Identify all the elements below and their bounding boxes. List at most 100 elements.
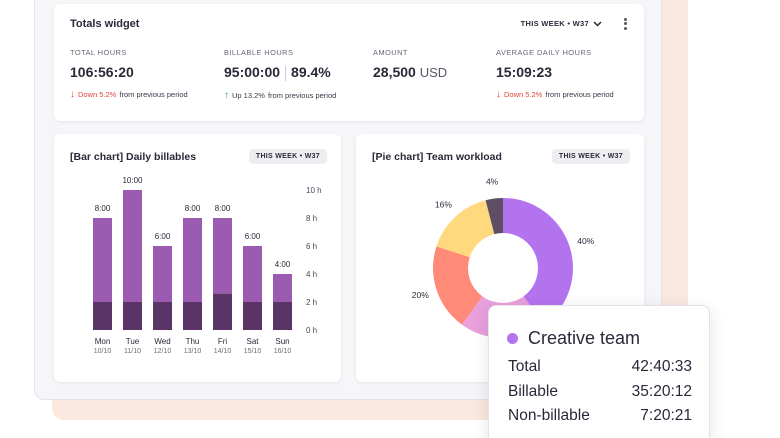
row-value: 42:40:33 (631, 358, 692, 375)
row-label: Total (508, 358, 541, 375)
metric-average-daily-hours: AVERAGE DAILY HOURS 15:09:23 ↓ Down 5.2%… (496, 48, 614, 100)
metric-value: 95:00:00 89.4% (224, 64, 336, 81)
metric-total-hours: TOTAL HOURS 106:56:20 ↓ Down 5.2% from p… (70, 48, 188, 100)
more-options-icon[interactable] (620, 16, 630, 32)
bar-value-label: 10:00 (122, 176, 143, 185)
bar-segment-nonbillable (273, 302, 292, 330)
bar-chart-widget: [Bar chart] Daily billables THIS WEEK • … (54, 134, 341, 382)
metric-value: 106:56:20 (70, 64, 134, 80)
bar-chart: 0 h 2 h 4 h 6 h 8 h 10 h 8:00 Mon 10/10 10:00 Tue 1… (93, 176, 322, 355)
x-tick-date: 11/10 (124, 348, 141, 355)
donut-slice (436, 200, 495, 258)
bar-value-label: 8:00 (185, 204, 201, 213)
bar-segment-nonbillable (153, 302, 172, 330)
row-label: Billable (508, 383, 558, 400)
billable-hours-value: 95:00:00 (224, 64, 281, 80)
bar-segment-nonbillable (213, 293, 232, 330)
y-tick-label: 0 h (306, 326, 317, 335)
metric-value: 15:09:23 (496, 64, 553, 80)
bar-segment-billable (273, 274, 292, 302)
change-text: from previous period (119, 90, 188, 99)
x-tick-date: 10/10 (94, 348, 112, 355)
bar-chart-title: [Bar chart] Daily billables (70, 151, 197, 163)
metric-label: BILLABLE HOURS (224, 48, 294, 57)
bar-value-label: 6:00 (155, 232, 171, 241)
donut-slice (503, 198, 573, 325)
x-tick-date: 13/10 (184, 348, 202, 355)
metric-label: TOTAL HOURS (70, 48, 127, 57)
row-label: Non-billable (508, 407, 590, 424)
metric-value: 28,500 USD (373, 64, 447, 80)
metric-label: AMOUNT (373, 48, 408, 57)
divider (285, 65, 287, 81)
bar-segment-nonbillable (183, 302, 202, 330)
change-text: from previous period (545, 90, 614, 99)
pie-chart-period-badge[interactable]: THIS WEEK • W37 (551, 149, 630, 164)
slice-percent-label: 4% (486, 177, 499, 187)
metric-amount: AMOUNT 28,500 USD (373, 48, 447, 80)
x-tick-date: 12/10 (154, 348, 172, 355)
bar-value-label: 8:00 (95, 204, 111, 213)
metric-change: ↓ Down 5.2% from previous period (70, 89, 188, 100)
bar-value-label: 8:00 (215, 204, 231, 213)
slice-percent-label: 16% (435, 200, 452, 210)
chevron-down-icon (593, 20, 602, 27)
bar-value-label: 6:00 (245, 232, 261, 241)
x-tick-label: Tue (126, 337, 140, 346)
change-percent: Down 5.2% (78, 90, 117, 99)
totals-title: Totals widget (70, 18, 140, 30)
amount-unit: USD (419, 65, 448, 80)
x-tick-label: Fri (218, 337, 228, 346)
legend-dot (507, 333, 518, 344)
bar-segment-billable (243, 246, 262, 302)
x-tick-date: 16/10 (274, 348, 292, 355)
bar-segment-billable (213, 218, 232, 294)
x-tick-label: Sat (246, 337, 259, 346)
bar-value-label: 4:00 (275, 260, 291, 269)
bar-segment-billable (183, 218, 202, 302)
bar-chart-period-badge[interactable]: THIS WEEK • W37 (248, 149, 327, 164)
tooltip-row-billable: Billable 35:20:12 (508, 383, 692, 401)
y-tick-label: 8 h (306, 214, 317, 223)
billable-percent: 89.4% (291, 64, 331, 80)
y-tick-label: 10 h (306, 186, 322, 195)
period-label: THIS WEEK • W37 (520, 19, 589, 28)
bar-segment-billable (93, 218, 112, 302)
period-dropdown[interactable]: THIS WEEK • W37 (521, 19, 602, 28)
x-tick-label: Mon (95, 337, 111, 346)
x-tick-date: 14/10 (214, 348, 232, 355)
amount-value: 28,500 (373, 64, 416, 80)
donut-slice (485, 198, 503, 235)
y-tick-label: 4 h (306, 270, 317, 279)
bar-segment-nonbillable (123, 302, 142, 330)
x-tick-label: Sun (275, 337, 289, 346)
x-tick-date: 15/10 (244, 348, 262, 355)
slice-percent-label: 20% (412, 290, 429, 300)
change-percent: Down 5.2% (504, 90, 543, 99)
y-tick-label: 2 h (306, 298, 317, 307)
change-percent: Up 13.2% (232, 90, 265, 100)
x-tick-label: Wed (154, 337, 170, 346)
metric-billable-hours: BILLABLE HOURS 95:00:00 89.4% ↑ Up 13.2% … (224, 48, 336, 101)
tooltip-row-non-billable: Non-billable 7:20:21 (508, 407, 692, 425)
metric-change: ↑ Up 13.2% from previous period (224, 90, 336, 101)
slice-percent-label: 40% (577, 236, 594, 246)
arrow-down-icon: ↓ (70, 89, 75, 100)
bar-segment-billable (153, 246, 172, 302)
x-tick-label: Thu (186, 337, 200, 346)
row-value: 7:20:21 (640, 407, 692, 424)
y-tick-label: 6 h (306, 242, 317, 251)
pie-chart-title: [Pie chart] Team workload (372, 151, 502, 163)
bar-segment-nonbillable (93, 302, 112, 330)
donut-slice (433, 246, 483, 325)
row-value: 35:20:12 (631, 383, 692, 400)
metric-label: AVERAGE DAILY HOURS (496, 48, 592, 57)
metric-change: ↓ Down 5.2% from previous period (496, 89, 614, 100)
bar-segment-billable (123, 190, 142, 302)
tooltip-team-name: Creative team (528, 328, 641, 348)
bar-segment-nonbillable (243, 302, 262, 330)
tooltip-row-total: Total 42:40:33 (508, 358, 692, 376)
arrow-up-icon: ↑ (224, 89, 229, 101)
tooltip-title: Creative team (507, 328, 640, 349)
change-text: from previous period (267, 90, 337, 100)
